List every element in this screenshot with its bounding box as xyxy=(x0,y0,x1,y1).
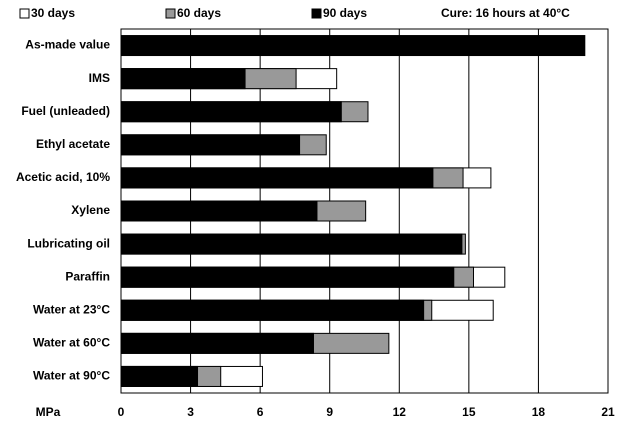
bar xyxy=(120,167,434,189)
x-tick-label: 18 xyxy=(532,405,546,419)
y-tick-label: Water at 90°C xyxy=(33,369,110,383)
legend-label: 60 days xyxy=(177,6,221,20)
y-tick-label: Fuel (unleaded) xyxy=(21,104,110,118)
legend-swatch xyxy=(311,8,322,19)
legend-swatch xyxy=(165,8,176,19)
y-tick-label: Paraffin xyxy=(65,269,110,283)
x-tick-label: 9 xyxy=(326,405,333,419)
legend-label: 90 days xyxy=(323,6,367,20)
legend-swatch xyxy=(19,8,30,19)
bar xyxy=(120,299,425,321)
legend-label: 30 days xyxy=(31,6,75,20)
y-tick-label: As-made value xyxy=(25,38,110,52)
x-tick-label: 12 xyxy=(393,405,407,419)
bar xyxy=(120,134,301,156)
x-tick-label: 15 xyxy=(462,405,476,419)
x-axis-label: MPa xyxy=(36,405,61,419)
bar xyxy=(120,68,246,90)
x-tick-label: 3 xyxy=(187,405,194,419)
x-tick-label: 21 xyxy=(601,405,615,419)
y-tick-label: Lubricating oil xyxy=(27,236,110,250)
y-tick-label: Water at 23°C xyxy=(33,302,110,316)
y-tick-label: Xylene xyxy=(71,203,110,217)
bar xyxy=(120,35,586,57)
y-tick-label: IMS xyxy=(89,71,110,85)
annotation: Cure: 16 hours at 40°C xyxy=(441,6,570,20)
x-tick-label: 6 xyxy=(257,405,264,419)
bar xyxy=(120,266,455,288)
y-tick-label: Ethyl acetate xyxy=(36,137,110,151)
x-tick-label: 0 xyxy=(118,405,125,419)
bar xyxy=(120,332,314,354)
y-tick-label: Acetic acid, 10% xyxy=(16,170,110,184)
y-tick-label: Water at 60°C xyxy=(33,336,110,350)
bar xyxy=(120,101,342,123)
bar xyxy=(120,365,199,387)
bar xyxy=(120,233,463,255)
bar xyxy=(120,200,318,222)
